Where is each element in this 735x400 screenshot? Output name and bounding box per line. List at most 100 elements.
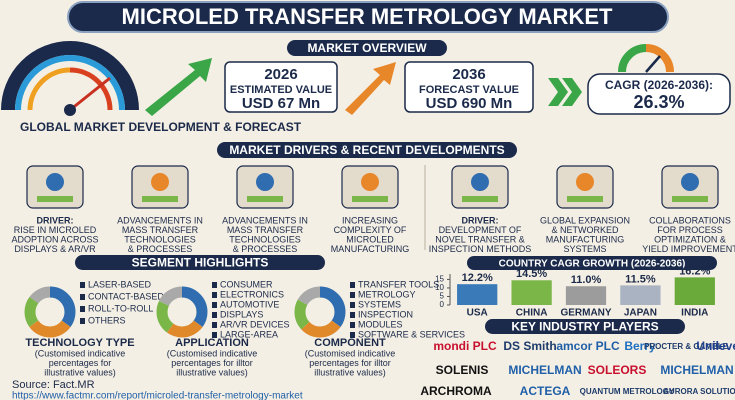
overview-title: MARKET OVERVIEW bbox=[307, 41, 427, 55]
driver-icon-detail bbox=[247, 196, 283, 202]
driver-text: ADOPTION ACROSS bbox=[11, 234, 98, 244]
driver-text: DRIVER: bbox=[461, 215, 498, 225]
driver-icon-detail bbox=[46, 173, 64, 191]
player-logo: MICHELMAN bbox=[660, 363, 733, 377]
legend-swatch bbox=[350, 292, 355, 298]
growth-arrow bbox=[345, 62, 396, 115]
driver-text: SYSTEMS bbox=[563, 244, 606, 254]
players-title: KEY INDUSTRY PLAYERS bbox=[511, 320, 658, 334]
value-label: 11.0% bbox=[571, 274, 602, 286]
x-tick-label: USA bbox=[467, 308, 488, 319]
players-title-bg bbox=[485, 319, 685, 334]
driver-text: MANUFACTURING bbox=[331, 244, 410, 254]
y-tick-label: 5 bbox=[440, 292, 445, 301]
donut-segment bbox=[156, 286, 208, 338]
legend-item: DISPLAYS bbox=[220, 309, 263, 319]
player-logo: ARCHROMA bbox=[420, 384, 492, 398]
segment-note: percentages for illtor bbox=[309, 358, 391, 368]
segment-name: APPLICATION bbox=[175, 337, 249, 349]
driver-text: MANUFACTURING bbox=[546, 234, 625, 244]
donut-segment bbox=[24, 286, 76, 338]
driver-text: & PROCESSES bbox=[128, 244, 193, 254]
driver-icon-detail bbox=[576, 173, 594, 191]
cagr-value: 26.3% bbox=[633, 92, 684, 112]
legend-item: SYSTEMS bbox=[358, 299, 401, 309]
driver-text: & PROCESSES bbox=[233, 244, 298, 254]
value-label: 16.2% bbox=[679, 265, 710, 277]
growth-arrow bbox=[145, 58, 212, 116]
donut-segment bbox=[156, 286, 208, 338]
value-label: 14.5% bbox=[516, 268, 547, 280]
driver-text: FOR PROCESS bbox=[657, 225, 723, 235]
driver-icon-detail bbox=[567, 196, 603, 202]
bar bbox=[565, 286, 607, 305]
player-logo: Berry bbox=[624, 339, 656, 353]
player-logo: PROCTER & GAMBLE bbox=[644, 342, 729, 351]
driver-text: DRIVER: bbox=[36, 215, 73, 225]
legend-item: METROLOGY bbox=[358, 289, 416, 299]
player-logo: SOLENIS bbox=[436, 363, 489, 377]
segment-note: (Customised indicative bbox=[167, 348, 258, 358]
legend-item: LASER-BASED bbox=[88, 279, 152, 289]
legend-swatch bbox=[212, 282, 217, 288]
player-logo: Unilever bbox=[696, 339, 735, 353]
player-logo: DS Smith bbox=[503, 339, 556, 353]
source-url: https://www.factmr.com/report/microled-t… bbox=[12, 391, 303, 400]
legend-item: CONTACT-BASED bbox=[88, 291, 164, 301]
legend-item: AR/VR DEVICES bbox=[220, 319, 290, 329]
bar bbox=[620, 285, 661, 305]
legend-swatch bbox=[212, 292, 217, 298]
card-label: ESTIMATED VALUE bbox=[230, 84, 332, 96]
driver-icon-detail bbox=[672, 196, 708, 202]
legend-item: TRANSFER TOOLS bbox=[358, 279, 439, 289]
legend-swatch bbox=[212, 322, 217, 328]
player-logo: ACTEGA bbox=[520, 384, 571, 398]
segment-name: COMPONENT bbox=[314, 337, 386, 349]
card-year: 2026 bbox=[264, 66, 297, 83]
legend-item: ROLL-TO-ROLL bbox=[88, 303, 153, 313]
driver-text: GLOBAL EXPANSION bbox=[540, 215, 630, 225]
segment-note: illustrative values) bbox=[176, 367, 248, 377]
driver-icon-detail bbox=[352, 196, 388, 202]
driver-text: TECHNOLOGIES bbox=[229, 234, 301, 244]
driver-icon-detail bbox=[142, 196, 178, 202]
donut-segment bbox=[24, 286, 76, 338]
driver-text: DISPLAYS & AR/VR bbox=[14, 244, 96, 254]
player-logo: QUANTUM METROLOGY bbox=[580, 387, 675, 396]
segments-title-bg bbox=[75, 255, 325, 270]
driver-text: INCREASING bbox=[342, 215, 398, 225]
legend-swatch bbox=[212, 332, 217, 338]
legend-item: OTHERS bbox=[88, 315, 126, 325]
segment-note: (Customised indicative bbox=[305, 348, 396, 358]
legend-item: ELECTRONICS bbox=[220, 289, 284, 299]
donut-segment bbox=[24, 286, 76, 338]
legend-swatch bbox=[80, 318, 85, 324]
overview-title-bg bbox=[287, 40, 447, 56]
legend-item: LARGE-AREA bbox=[220, 329, 278, 339]
legend-item: AUTOMOTIVE bbox=[220, 299, 279, 309]
segment-note: illustrative values) bbox=[44, 367, 116, 377]
legend-swatch bbox=[350, 322, 355, 328]
y-tick-label: 15 bbox=[435, 275, 444, 284]
legend-swatch bbox=[212, 302, 217, 308]
chevrons bbox=[548, 78, 582, 106]
driver-icon-detail bbox=[37, 196, 73, 202]
country-title: COUNTRY CAGR GROWTH (2026-2036) bbox=[499, 259, 686, 270]
driver-text: OPTIMIZATION & bbox=[654, 234, 726, 244]
driver-text: RISE IN MICROLED bbox=[14, 225, 97, 235]
card-label: FORECAST VALUE bbox=[419, 84, 519, 96]
y-tick-label: 10 bbox=[435, 283, 444, 292]
drivers-title-bg bbox=[217, 142, 517, 158]
legend-item: CONSUMER bbox=[220, 279, 273, 289]
segment-note: illustrative values) bbox=[314, 367, 386, 377]
driver-text: ADVANCEMENTS IN bbox=[117, 215, 203, 225]
legend-swatch bbox=[350, 302, 355, 308]
driver-text: COMPLEXITY OF bbox=[334, 225, 407, 235]
driver-icon-detail bbox=[151, 173, 169, 191]
x-tick-label: INDIA bbox=[681, 308, 708, 319]
y-tick-label: 0 bbox=[440, 300, 445, 309]
segment-note: percentages for bbox=[49, 358, 112, 368]
driver-text: TECHNOLOGIES bbox=[124, 234, 196, 244]
legend-swatch bbox=[80, 306, 85, 312]
value-label: 12.2% bbox=[462, 272, 493, 284]
